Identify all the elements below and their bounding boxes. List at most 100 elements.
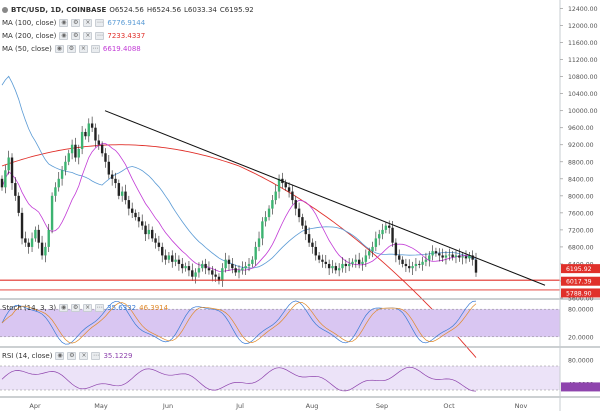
price-axis-label: 5600.00 xyxy=(568,296,594,303)
candle xyxy=(20,212,24,239)
time-axis-label: Apr xyxy=(29,402,41,410)
candle xyxy=(274,191,277,201)
candle xyxy=(37,229,40,243)
ohlc-close: C6195.92 xyxy=(219,6,254,14)
ma50-label: MA (50, close) xyxy=(2,45,52,53)
candle xyxy=(461,256,464,258)
gear-icon[interactable]: ⚙ xyxy=(67,352,77,360)
candle xyxy=(471,255,474,260)
candle xyxy=(444,255,448,258)
close-icon[interactable]: × xyxy=(83,304,93,312)
ma100-legend[interactable]: MA (100, close) ◉ ⚙ × ⋯ 6776.9144 xyxy=(2,19,145,27)
candle xyxy=(217,276,221,281)
price-axis-label: 11200.00 xyxy=(568,57,598,64)
price-axis-label: 7200.00 xyxy=(568,227,594,234)
candle xyxy=(227,259,231,264)
candle xyxy=(388,225,391,228)
ma200-label: MA (200, close) xyxy=(2,32,57,40)
candle xyxy=(207,268,211,271)
close-icon[interactable]: × xyxy=(83,32,93,40)
close-icon[interactable]: × xyxy=(79,352,89,360)
candle xyxy=(147,229,151,235)
stoch-axis-label: 20.0000 xyxy=(568,334,594,341)
candle xyxy=(50,195,54,230)
ma50-legend[interactable]: MA (50, close) ◉ ⚙ × ⋯ 6619.4088 xyxy=(2,45,141,53)
candle xyxy=(140,221,144,226)
time-axis-label: Oct xyxy=(443,402,455,410)
candle xyxy=(441,255,444,258)
candle xyxy=(438,253,441,256)
more-icon[interactable]: ⋯ xyxy=(95,32,105,40)
stoch-legend[interactable]: Stoch (14, 3, 3) ◉ ⚙ × ⋯ 35.6332 46.3914 xyxy=(2,304,168,312)
rsi-pane[interactable] xyxy=(0,365,560,392)
eye-icon[interactable]: ◉ xyxy=(59,32,69,40)
gear-icon[interactable]: ⚙ xyxy=(66,45,76,53)
candle xyxy=(301,217,304,226)
candle xyxy=(224,259,227,269)
stoch-d-line xyxy=(1,302,477,344)
candle xyxy=(77,149,80,158)
candle xyxy=(57,178,60,188)
candle xyxy=(24,238,27,243)
candle xyxy=(104,153,107,162)
candle xyxy=(464,256,468,259)
price-pane[interactable] xyxy=(0,0,560,358)
candle xyxy=(234,268,237,273)
candle xyxy=(97,140,101,145)
candle xyxy=(144,225,147,235)
candle xyxy=(130,208,134,213)
ma50-value: 6619.4088 xyxy=(102,45,141,53)
candle xyxy=(304,225,307,235)
price-axis-label: 12400.00 xyxy=(568,6,598,13)
close-icon[interactable]: × xyxy=(83,19,93,27)
candle xyxy=(177,259,181,264)
eye-icon[interactable]: ◉ xyxy=(54,45,64,53)
price-badge xyxy=(561,264,600,274)
candle xyxy=(120,191,124,196)
stoch-k-line xyxy=(1,300,477,345)
candle xyxy=(458,255,461,258)
candle xyxy=(27,242,30,247)
candle xyxy=(418,263,421,265)
candle xyxy=(74,144,77,158)
time-axis-label: Aug xyxy=(306,402,319,410)
gear-icon[interactable]: ⚙ xyxy=(71,32,81,40)
price-axis-label: 8000.00 xyxy=(568,193,594,200)
candle xyxy=(181,263,184,269)
eye-icon[interactable]: ◉ xyxy=(59,304,69,312)
more-icon[interactable]: ⋯ xyxy=(91,352,101,360)
price-badge-label: 6195.92 xyxy=(566,266,592,273)
eye-icon[interactable]: ◉ xyxy=(55,352,65,360)
candle xyxy=(261,221,264,239)
symbol-title: BTC/USD, 1D, COINBASE xyxy=(11,6,107,14)
trendline[interactable] xyxy=(104,110,546,286)
price-axis-label: 10800.00 xyxy=(568,74,598,81)
eye-icon[interactable]: ◉ xyxy=(59,19,69,27)
candle xyxy=(114,178,117,184)
rsi-legend[interactable]: RSI (14, close) ◉ ⚙ × ⋯ 35.1229 xyxy=(2,352,132,360)
more-icon[interactable]: ⋯ xyxy=(90,45,100,53)
candle xyxy=(30,238,34,247)
candle xyxy=(294,200,297,209)
gear-icon[interactable]: ⚙ xyxy=(71,19,81,27)
rsi-band xyxy=(0,366,560,390)
candle xyxy=(324,261,327,264)
candle xyxy=(154,238,157,243)
price-badge-label: 5788.90 xyxy=(566,290,592,297)
candle xyxy=(67,153,70,162)
candle xyxy=(251,259,254,264)
ma200-value: 7233.4337 xyxy=(107,32,146,40)
ma200-legend[interactable]: MA (200, close) ◉ ⚙ × ⋯ 7233.4337 xyxy=(2,32,145,40)
more-icon[interactable]: ⋯ xyxy=(95,19,105,27)
gear-icon[interactable]: ⚙ xyxy=(71,304,81,312)
candle xyxy=(384,225,388,230)
candle xyxy=(327,263,331,269)
candle xyxy=(184,266,187,269)
candle xyxy=(107,161,111,175)
candle xyxy=(204,263,207,269)
close-icon[interactable]: × xyxy=(78,45,88,53)
candle xyxy=(377,234,381,239)
stoch-pane[interactable] xyxy=(0,300,560,345)
more-icon[interactable]: ⋯ xyxy=(95,304,105,312)
